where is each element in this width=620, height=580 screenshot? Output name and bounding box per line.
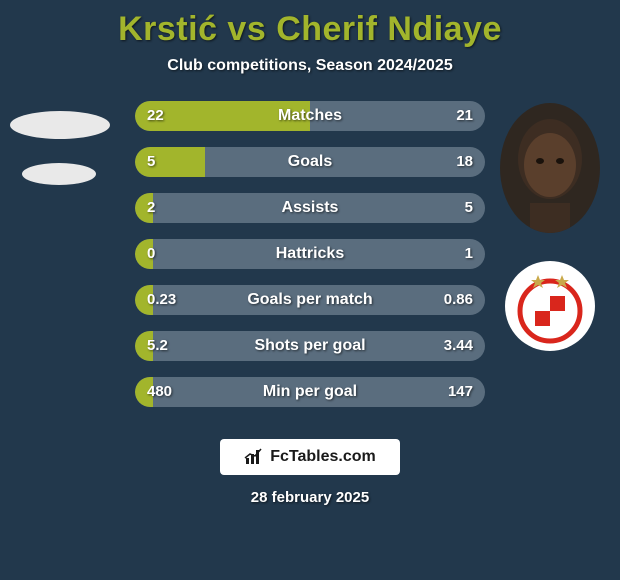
player-right-photo: [500, 103, 600, 233]
club-crest-icon: [505, 261, 595, 351]
title-vs: vs: [217, 10, 276, 48]
stat-label: Assists: [135, 193, 485, 223]
player-left-column: [0, 101, 120, 401]
title-player1: Krstić: [118, 10, 217, 48]
stat-label: Hattricks: [135, 239, 485, 269]
date-text: 28 february 2025: [0, 489, 620, 506]
stat-row: Hattricks0 1: [135, 239, 485, 269]
stat-label: Goals per match: [135, 285, 485, 315]
stat-value-left: 0.23: [147, 285, 176, 315]
stat-value-right: 1: [465, 239, 473, 269]
stat-row: Assists2 5: [135, 193, 485, 223]
player-left-club-placeholder: [22, 163, 96, 185]
footer-brand-text: FcTables.com: [270, 448, 376, 466]
stat-value-left: 2: [147, 193, 155, 223]
stat-label: Goals: [135, 147, 485, 177]
stats-bars: Matches2221Goals518Assists25Hattricks01G…: [135, 101, 485, 423]
page-title: Krstić vs Cherif Ndiaye: [0, 10, 620, 49]
stat-row: Shots per goal5.2 3.44: [135, 331, 485, 361]
stat-label: Min per goal: [135, 377, 485, 407]
stat-row: Matches22 21: [135, 101, 485, 131]
chart-icon: [244, 448, 264, 466]
stat-label: Shots per goal: [135, 331, 485, 361]
stat-row: Goals per match0.23 0.86: [135, 285, 485, 315]
person-icon: [500, 103, 600, 233]
player-right-club-badge: [505, 261, 595, 351]
stat-value-left: 5.2: [147, 331, 168, 361]
stat-value-right: 18: [456, 147, 473, 177]
stat-value-left: 0: [147, 239, 155, 269]
player-right-column: [490, 101, 610, 401]
title-player2: Cherif Ndiaye: [276, 10, 502, 48]
player-left-avatar-placeholder: [10, 111, 110, 139]
stat-value-left: 480: [147, 377, 172, 407]
stat-row: Goals5 18: [135, 147, 485, 177]
stat-row: Min per goal480 147: [135, 377, 485, 407]
stat-value-left: 22: [147, 101, 164, 131]
stat-label: Matches: [135, 101, 485, 131]
subtitle: Club competitions, Season 2024/2025: [0, 57, 620, 75]
stat-value-left: 5: [147, 147, 155, 177]
footer-brand[interactable]: FcTables.com: [220, 439, 400, 475]
comparison-card: Krstić vs Cherif Ndiaye Club competition…: [0, 0, 620, 580]
stat-value-right: 21: [456, 101, 473, 131]
stat-value-right: 3.44: [444, 331, 473, 361]
stat-value-right: 0.86: [444, 285, 473, 315]
content-area: Matches2221Goals518Assists25Hattricks01G…: [0, 101, 620, 421]
stat-value-right: 147: [448, 377, 473, 407]
stat-value-right: 5: [465, 193, 473, 223]
